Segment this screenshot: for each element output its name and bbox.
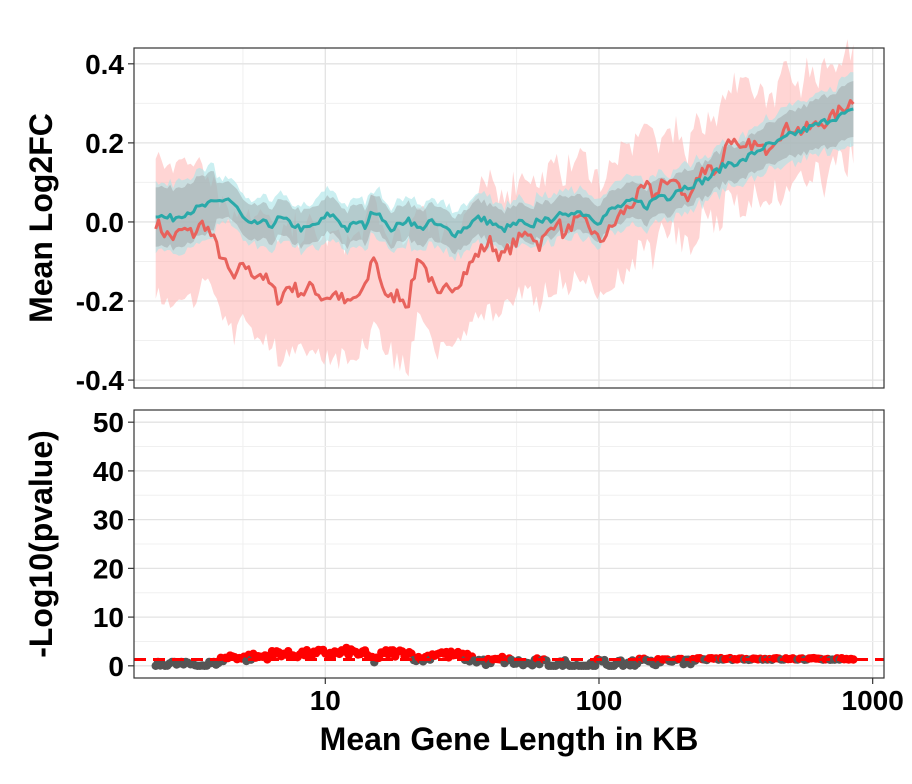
bottom-y-axis-title: -Log10(pvalue): [23, 430, 59, 658]
top-y-tick-label: 0.2: [85, 128, 124, 159]
bottom-y-tick-label: 40: [93, 456, 124, 487]
series-line-2: [155, 107, 854, 239]
nonsignificant-point: [591, 661, 600, 670]
x-tick-label: 10: [310, 685, 341, 716]
bottom-panel: 0 10 20 30 40 50 10 100 1000 -Log10(pvalue) Mea…: [23, 407, 904, 757]
x-tick-label: 1000: [842, 685, 904, 716]
bottom-panel-y-ticks: 0 10 20 30 40 50: [93, 407, 134, 682]
bottom-y-tick-label: 0: [108, 651, 124, 682]
significant-point: [407, 649, 416, 658]
top-y-axis-title: Mean Log2FC: [23, 113, 59, 323]
x-axis-title: Mean Gene Length in KB: [320, 721, 699, 757]
top-y-tick-label: 0.0: [85, 207, 124, 238]
top-y-tick-label: 0.4: [85, 49, 124, 80]
top-panel-confidence-bands: [155, 39, 854, 377]
top-panel-series-lines: [154, 99, 855, 309]
bottom-y-tick-label: 10: [93, 602, 124, 633]
significant-point: [849, 655, 858, 664]
bottom-y-tick-label: 20: [93, 553, 124, 584]
bottom-panel-grid: [134, 410, 884, 678]
series-line-1: [154, 99, 855, 309]
top-y-tick-label: -0.2: [76, 286, 124, 317]
bottom-y-tick-label: 50: [93, 407, 124, 438]
confidence-band-overlap: [155, 81, 854, 255]
top-panel-y-ticks: -0.4 -0.2 0.0 0.2 0.4: [76, 49, 134, 396]
bottom-panel-border: [133, 409, 885, 679]
top-panel-border: [133, 47, 885, 389]
top-y-tick-label: -0.4: [76, 365, 125, 396]
confidence-band-1: [155, 39, 854, 377]
significant-point: [302, 646, 311, 655]
confidence-band-2: [155, 72, 854, 262]
bottom-panel-x-ticks: 10 100 1000: [310, 678, 904, 716]
top-panel: -0.4 -0.2 0.0 0.2 0.4 Mean Log2FC: [23, 39, 885, 396]
bottom-y-tick-label: 30: [93, 505, 124, 536]
x-tick-label: 100: [576, 685, 623, 716]
